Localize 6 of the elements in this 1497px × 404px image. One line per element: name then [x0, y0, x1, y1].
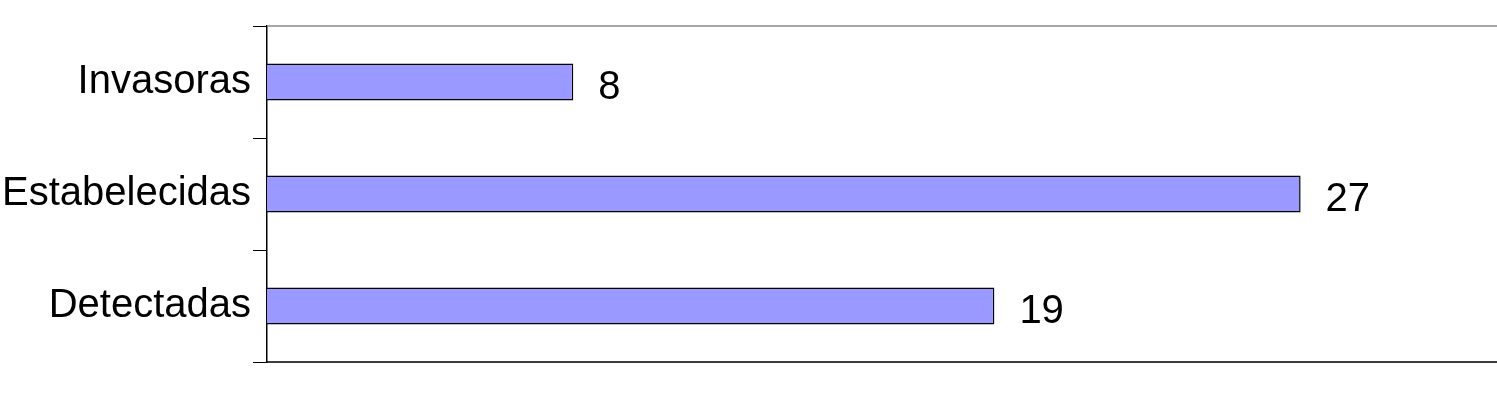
y-tick-label: Estabelecidas — [2, 169, 252, 214]
data-label: 27 — [1325, 175, 1371, 220]
y-tick-label: Invasoras — [77, 57, 252, 102]
data-label: 8 — [598, 63, 621, 108]
data-label: 19 — [1019, 287, 1064, 332]
y-tick-label: Detectadas — [48, 281, 252, 326]
